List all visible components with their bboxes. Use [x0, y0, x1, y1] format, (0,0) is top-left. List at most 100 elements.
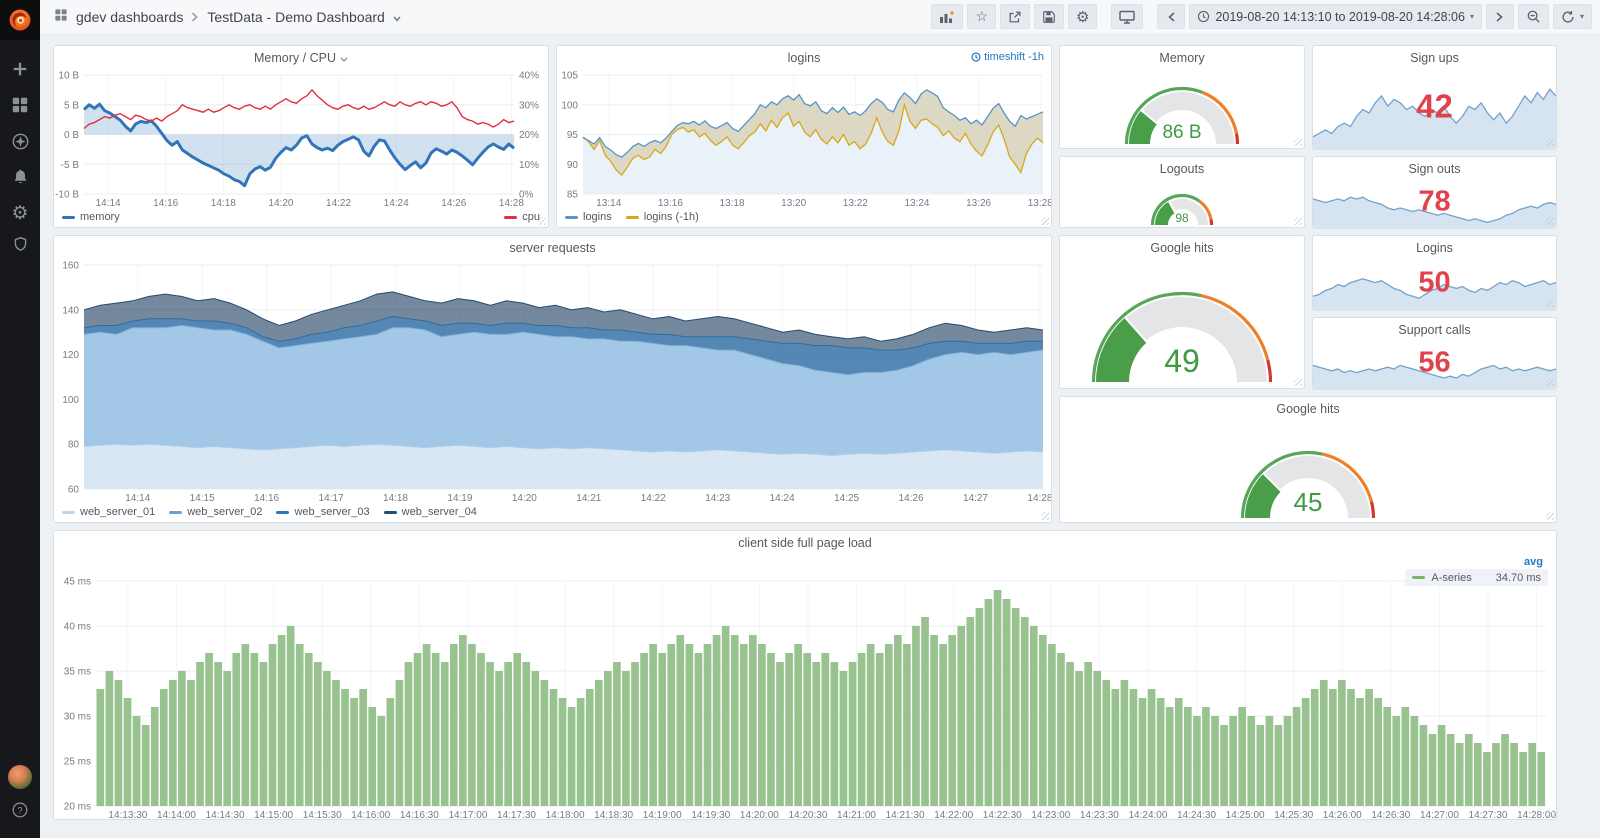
time-range-forward-button[interactable] [1485, 4, 1514, 29]
create-plus-icon[interactable] [11, 60, 29, 83]
svg-text:14:23:00: 14:23:00 [1031, 810, 1070, 821]
legend-item[interactable]: web_server_03 [276, 506, 370, 518]
help-icon[interactable]: ? [11, 801, 29, 824]
panel-title: server requests [509, 241, 596, 255]
svg-text:140: 140 [62, 305, 79, 316]
svg-text:14:14: 14:14 [96, 198, 121, 209]
svg-text:14:19:00: 14:19:00 [643, 810, 682, 821]
svg-text:14:17: 14:17 [319, 493, 344, 504]
legend-item[interactable]: web_server_04 [383, 506, 477, 518]
client-load-chart[interactable]: 14:13:30 14:14:00 14:14:30 14:15:00 14:15:30… [54, 555, 1557, 822]
panel-client-load: client side full page load avg A-series … [53, 530, 1557, 822]
svg-text:14:16: 14:16 [254, 493, 279, 504]
dashboards-grid-icon[interactable] [54, 8, 68, 25]
panel-menu-caret-icon[interactable] [340, 49, 348, 67]
svg-text:13:14: 13:14 [596, 198, 621, 209]
svg-text:-10 B: -10 B [55, 190, 79, 201]
legend-avg-value: 34.70 ms [1495, 571, 1541, 584]
svg-text:14:24:30: 14:24:30 [1177, 810, 1216, 821]
tv-mode-button[interactable] [1111, 4, 1144, 29]
svg-text:14:18:00: 14:18:00 [546, 810, 585, 821]
panel-header[interactable]: Google hits [1060, 397, 1556, 421]
svg-text:80: 80 [68, 440, 80, 451]
refresh-interval-caret-icon[interactable]: ▾ [1579, 12, 1584, 21]
svg-text:14:26: 14:26 [441, 198, 466, 209]
chevron-right-icon [1496, 11, 1504, 22]
refresh-button[interactable]: ▾ [1552, 4, 1592, 29]
svg-text:100: 100 [62, 395, 79, 406]
server-requests-legend: web_server_01 web_server_02 web_server_0… [62, 504, 1043, 520]
panel-header[interactable]: Sign outs [1313, 157, 1556, 181]
panel-header[interactable]: Memory [1060, 46, 1304, 70]
svg-text:14:25:00: 14:25:00 [1226, 810, 1265, 821]
server-requests-chart[interactable]: 14:14 14:15 14:16 14:17 14:18 14:19 14:20 14:21… [54, 260, 1053, 506]
svg-text:14:22:30: 14:22:30 [983, 810, 1022, 821]
gauge-value: 45 [1293, 487, 1323, 517]
panel-header[interactable]: Memory / CPU [54, 46, 548, 70]
breadcrumb-root[interactable]: gdev dashboards [76, 8, 184, 25]
legend-item[interactable]: web_server_01 [62, 506, 155, 518]
dashboards-icon[interactable] [11, 96, 29, 119]
svg-text:90: 90 [567, 160, 579, 171]
legend-item[interactable]: logins [565, 211, 612, 223]
panel-server-requests: server requests 14:14 14:15 14:16 14:17 14:1… [53, 235, 1053, 523]
dashboard-title-caret-icon[interactable] [393, 9, 401, 25]
add-panel-button[interactable] [931, 4, 964, 29]
svg-text:14:23: 14:23 [705, 493, 730, 504]
svg-text:0%: 0% [519, 190, 534, 201]
svg-text:13:20: 13:20 [781, 198, 806, 209]
server-admin-shield-icon[interactable] [12, 236, 29, 258]
explore-icon[interactable] [11, 132, 30, 156]
save-dashboard-button[interactable] [1034, 4, 1064, 29]
memory-gauge [1060, 70, 1304, 150]
svg-text:14:16:00: 14:16:00 [351, 810, 390, 821]
dashboard-settings-button[interactable]: ⚙ [1068, 4, 1098, 29]
configuration-gear-icon[interactable]: ⚙ [11, 203, 29, 224]
panel-header[interactable]: Support calls [1313, 318, 1556, 342]
svg-text:14:26:00: 14:26:00 [1323, 810, 1362, 821]
memory-cpu-chart[interactable]: 14:14 14:16 14:18 14:20 14:22 14:24 14:26 14:28… [54, 70, 548, 211]
dashboard-title[interactable]: TestData - Demo Dashboard [207, 8, 385, 25]
grafana-logo[interactable] [0, 0, 40, 40]
time-range-picker[interactable]: 2019-08-20 14:13:10 to 2019-08-20 14:28:… [1189, 4, 1482, 29]
panel-header[interactable]: server requests [54, 236, 1051, 260]
panel-support-calls: Support calls 56 [1312, 317, 1557, 390]
share-dashboard-button[interactable] [1000, 4, 1030, 29]
svg-text:14:21:00: 14:21:00 [837, 810, 876, 821]
panel-header[interactable]: Logouts [1060, 157, 1304, 181]
legend-item[interactable]: memory [62, 211, 120, 223]
alerting-bell-icon[interactable] [12, 169, 29, 191]
timeshift-tag[interactable]: timeshift -1h [971, 51, 1044, 63]
panel-title: Memory / CPU [254, 51, 336, 65]
star-dashboard-button[interactable]: ☆ [967, 4, 996, 29]
svg-text:30%: 30% [519, 100, 539, 111]
panel-header[interactable]: client side full page load [54, 531, 1556, 555]
panel-header[interactable]: Logins [1313, 236, 1556, 260]
legend-row[interactable]: A-series 34.70 ms [1405, 569, 1548, 586]
time-range-back-button[interactable] [1157, 4, 1186, 29]
svg-text:14:16:30: 14:16:30 [400, 810, 439, 821]
panel-header[interactable]: Google hits [1060, 236, 1304, 260]
clock-icon [971, 52, 981, 62]
legend-item[interactable]: cpu [504, 211, 540, 223]
svg-text:13:22: 13:22 [843, 198, 868, 209]
panel-header[interactable]: Sign ups [1313, 46, 1556, 70]
logins-chart[interactable]: 13:14 13:16 13:18 13:20 13:22 13:24 13:26 13:28… [557, 70, 1053, 211]
google-hits-gauge-2 [1060, 421, 1556, 524]
client-load-legend: avg A-series 34.70 ms [1405, 556, 1548, 586]
svg-text:20%: 20% [519, 130, 539, 141]
svg-text:14:25: 14:25 [834, 493, 859, 504]
panel-memory-gauge: Memory 86 B [1059, 45, 1305, 149]
user-avatar[interactable] [8, 765, 32, 789]
gauge-value: 98 [1175, 211, 1189, 225]
panel-logins: logins timeshift -1h 13:14 13:16 13:18 13:2… [556, 45, 1053, 228]
zoom-out-button[interactable] [1517, 4, 1549, 29]
legend-avg-header[interactable]: avg [1524, 556, 1543, 568]
gauge-value: 49 [1164, 343, 1200, 379]
legend-item[interactable]: web_server_02 [169, 506, 262, 518]
svg-text:14:18: 14:18 [211, 198, 236, 209]
svg-text:14:27:30: 14:27:30 [1469, 810, 1508, 821]
legend-item[interactable]: logins (-1h) [625, 211, 699, 223]
svg-text:14:17:30: 14:17:30 [497, 810, 536, 821]
panel-header[interactable]: logins [557, 46, 1051, 70]
